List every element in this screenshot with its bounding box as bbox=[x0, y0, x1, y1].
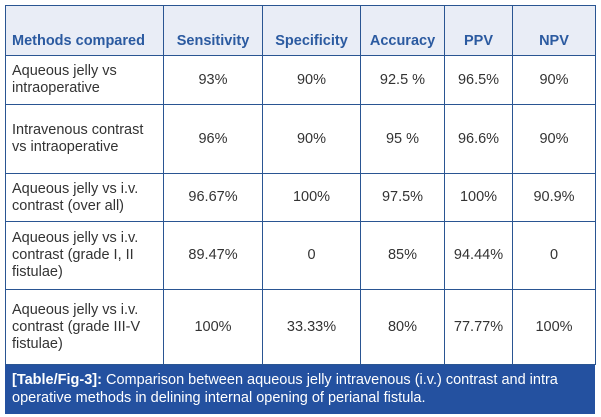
value-cell: 80% bbox=[360, 289, 445, 365]
value-cell: 94.44% bbox=[444, 221, 513, 290]
table-figure: Methods compared Sensitivity Specificity… bbox=[5, 5, 596, 414]
method-cell: Aqueous jelly vs i.v. contrast (over all… bbox=[5, 173, 164, 222]
value-cell: 93% bbox=[163, 55, 263, 105]
value-cell: 100% bbox=[444, 173, 513, 222]
header-methods: Methods compared bbox=[5, 5, 164, 56]
value-cell: 90% bbox=[262, 55, 361, 105]
header-npv: NPV bbox=[512, 5, 596, 56]
value-cell: 96.5% bbox=[444, 55, 513, 105]
value-cell: 0 bbox=[512, 221, 596, 290]
header-specificity: Specificity bbox=[262, 5, 361, 56]
method-cell: Aqueous jelly vs intraoperative bbox=[5, 55, 164, 105]
table-row: Aqueous jelly vs i.v. contrast (grade I,… bbox=[5, 221, 596, 290]
value-cell: 96.6% bbox=[444, 104, 513, 174]
value-cell: 85% bbox=[360, 221, 445, 290]
value-cell: 89.47% bbox=[163, 221, 263, 290]
header-row: Methods compared Sensitivity Specificity… bbox=[5, 5, 596, 56]
value-cell: 96% bbox=[163, 104, 263, 174]
value-cell: 90% bbox=[512, 55, 596, 105]
value-cell: 96.67% bbox=[163, 173, 263, 222]
value-cell: 100% bbox=[262, 173, 361, 222]
caption-label: [Table/Fig-3]: bbox=[12, 372, 102, 388]
value-cell: 100% bbox=[512, 289, 596, 365]
method-cell: Aqueous jelly vs i.v. contrast (grade II… bbox=[5, 289, 164, 365]
table-row: Intravenous contrast vs intraoperative 96… bbox=[5, 104, 596, 174]
method-cell: Intravenous contrast vs intraoperative bbox=[5, 104, 164, 174]
header-sensitivity: Sensitivity bbox=[163, 5, 263, 56]
value-cell: 33.33% bbox=[262, 289, 361, 365]
value-cell: 90% bbox=[512, 104, 596, 174]
comparison-table: Methods compared Sensitivity Specificity… bbox=[5, 5, 596, 365]
value-cell: 90.9% bbox=[512, 173, 596, 222]
value-cell: 100% bbox=[163, 289, 263, 365]
value-cell: 0 bbox=[262, 221, 361, 290]
value-cell: 95 % bbox=[360, 104, 445, 174]
header-accuracy: Accuracy bbox=[360, 5, 445, 56]
caption-text: Comparison between aqueous jelly intrave… bbox=[12, 372, 558, 406]
value-cell: 77.77% bbox=[444, 289, 513, 365]
method-cell: Aqueous jelly vs i.v. contrast (grade I,… bbox=[5, 221, 164, 290]
value-cell: 90% bbox=[262, 104, 361, 174]
header-ppv: PPV bbox=[444, 5, 513, 56]
table-row: Aqueous jelly vs i.v. contrast (over all… bbox=[5, 173, 596, 222]
table-row: Aqueous jelly vs intraoperative 93% 90% 92.… bbox=[5, 55, 596, 105]
value-cell: 97.5% bbox=[360, 173, 445, 222]
value-cell: 92.5 % bbox=[360, 55, 445, 105]
table-caption: [Table/Fig-3]: Comparison between aqueou… bbox=[5, 365, 595, 414]
table-row: Aqueous jelly vs i.v. contrast (grade II… bbox=[5, 289, 596, 365]
